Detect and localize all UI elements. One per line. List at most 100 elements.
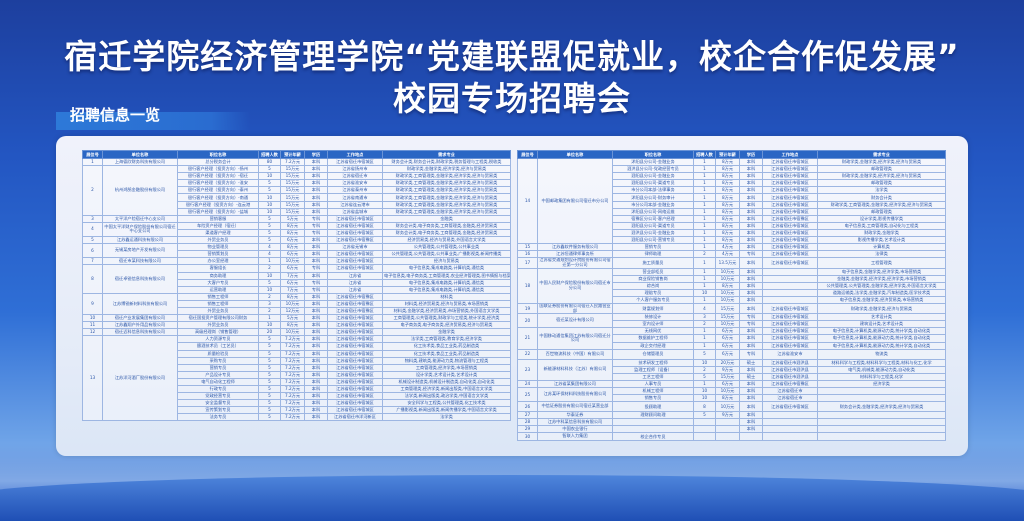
headcount: 1 [693, 327, 716, 336]
required-major: 公共管理类,公共管理类,公共事业类,广播影视类,新闻传播类 [382, 250, 511, 259]
required-major: 法学类 [382, 413, 511, 422]
work-location: 江苏省宿迁市宿豫区 [327, 236, 383, 245]
position-name: 仓储管理员 [612, 348, 694, 360]
education: 本科 [304, 236, 328, 245]
booth-number: 13 [82, 335, 103, 422]
section-title: 招聘信息一览 [70, 106, 161, 124]
work-location: 江苏省宿迁市宿城区 [762, 257, 818, 269]
salary: 15万元 [280, 200, 305, 209]
booth-number: 8 [82, 264, 103, 294]
position-name: 运营助理 [177, 285, 259, 294]
education: 本科 [739, 267, 763, 276]
table-row: 工艺工程师 5 15万元 硕士 江苏省宿迁市泗洪县 材料科学与工程类,化学 [518, 372, 946, 381]
position-name: 采购专员 [177, 356, 259, 365]
position-name: 客服组长 [177, 264, 259, 273]
required-major: 财政学类,金融学类,经济与贸易类 [817, 302, 946, 315]
education: 专科 [304, 221, 328, 230]
education: 本科 [739, 411, 763, 420]
salary [715, 432, 740, 441]
headcount: 10 [693, 394, 716, 403]
position-name: 产品设计专员 [177, 370, 259, 379]
salary: 7.2万元 [280, 392, 305, 401]
headcount: 10 [258, 321, 281, 330]
position-name: 沭阳县分公司-财务审计 [612, 193, 694, 202]
column-header-booth-number: 展位号 [517, 150, 538, 159]
work-location [762, 281, 818, 290]
position-name: 质量检验员 [177, 349, 259, 358]
headcount: 10 [693, 288, 716, 297]
position-name: 物业管理员 [177, 243, 259, 252]
booth-number: 22 [517, 348, 538, 360]
required-major: 工程管理类 [817, 257, 946, 269]
booth-number: 28 [517, 418, 538, 427]
position-name: 投顾助理 [612, 401, 694, 413]
headcount: 5 [258, 214, 281, 223]
required-major: 财政学类,工商管理类,金融学类,经济学类,经济与贸易类 [382, 172, 511, 181]
required-major: 电子信息类,电子商务类,工商管理类,农业经济管理类,图书情报与档案管理类 [382, 271, 511, 280]
position-name: 银行客户经理（投资方向）-南通 [177, 193, 259, 202]
education: 本科 [304, 335, 328, 344]
column-header-work-location: 工作地点 [327, 150, 383, 159]
education: 本科 [739, 386, 763, 396]
company-name: 江苏鑫软件服务有限公司 [537, 243, 613, 252]
required-major: 电子信息类,计算机类,能源动力类,统计学类,自动化类 [817, 334, 946, 343]
headcount: 8 [693, 401, 716, 413]
headcount: 5 [258, 179, 281, 188]
headcount: 5 [258, 406, 281, 415]
education: 本科 [304, 377, 328, 387]
salary: 8万元 [715, 172, 740, 181]
work-location: 江苏省宿迁市宿豫区 [327, 299, 383, 308]
education: 本科 [739, 394, 763, 403]
headcount: 3 [258, 299, 281, 308]
required-major: 建筑设计类,艺术设计类 [817, 320, 946, 329]
salary: 8万元 [280, 228, 305, 238]
work-location: 江苏省宿迁市泗洪县 [762, 358, 818, 367]
headcount: 10 [258, 193, 281, 202]
salary: 8万元 [280, 321, 305, 330]
salary: 8万元 [715, 186, 740, 195]
required-major: 电子信息类,金融学类,经济学类,市场营销类 [817, 267, 946, 276]
position-name: 银行客户经理（投资方向）-盐城 [177, 207, 259, 216]
salary: 10万元 [715, 386, 740, 396]
salary: 8万元 [715, 179, 740, 188]
table-row: 30 智联人力集团 校企合作专员 [517, 432, 946, 441]
work-location: 江苏省宿迁市宿城区 [762, 228, 818, 238]
work-location: 江苏省宿迁市宿城区 [327, 399, 383, 408]
salary: 8万元 [715, 200, 740, 209]
salary: 4万元 [715, 243, 740, 252]
company-name: 华泰证券 [537, 411, 613, 420]
position-name: 施工质量员 [612, 257, 694, 269]
required-major: 财政学类,工商管理类,金融学类,经济学类,经济与贸易类 [382, 186, 511, 195]
position-name: 电气自动化工程师 [177, 377, 259, 387]
position-name: 酿酒技术员（工艺员） [177, 342, 259, 351]
salary: 7.2万元 [280, 342, 305, 351]
position-name: 人事专员 [612, 379, 694, 389]
page-subtitle: 校园专场招聘会 [393, 79, 631, 118]
position-name: 理财顾问助理 [612, 411, 694, 420]
table-row: 2 杭州鸿鹄金融股份有限公司 银行客户经理（投资方向）-扬州 5 15万元 本科 江苏省扬州… [82, 165, 511, 216]
education: 本科 [304, 243, 328, 252]
salary: 8万元 [715, 394, 740, 403]
headcount: 1 [258, 314, 281, 323]
booth-number: 23 [517, 358, 538, 381]
education: 本科 [304, 271, 328, 280]
headcount: 5 [258, 221, 281, 230]
headcount: 5 [258, 363, 281, 372]
company-name: 江苏某环保材料科技股份有限公司 [537, 386, 613, 403]
work-location: 江苏省宿迁市宿豫区 [327, 292, 383, 301]
work-location: 江苏省扬州市 [327, 165, 383, 174]
booth-number: 25 [517, 386, 538, 403]
column-header-salary: 预计年薪 [280, 150, 305, 159]
work-location: 江苏省宿迁市宿城区 [762, 193, 818, 202]
work-location: 江苏省宿迁市宿城区 [327, 257, 383, 266]
salary: 7.2万元 [280, 413, 305, 422]
headcount: 5 [693, 372, 716, 381]
booth-number: 2 [82, 165, 103, 216]
table-row: 8 宿迁卓锐信息科技有限公司 客服组长 2 6万元 专科 江苏省宿迁市宿城区 电子信息类,集成… [82, 264, 511, 294]
work-location: 江苏省宿迁市 [762, 386, 818, 396]
column-header-work-location: 工作地点 [762, 150, 818, 159]
salary: 6万元 [280, 264, 305, 273]
education: 本科 [739, 288, 763, 297]
position-name: 市分公司本部-金融业务 [612, 200, 694, 209]
headcount: 1 [693, 221, 716, 230]
